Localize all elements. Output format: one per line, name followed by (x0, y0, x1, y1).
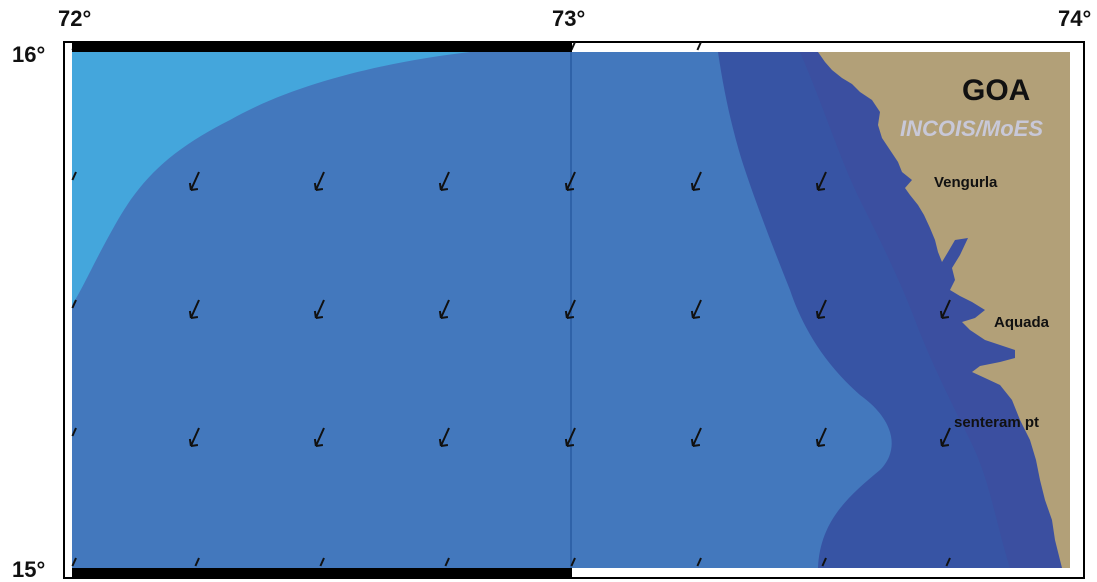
region-label: GOA (962, 74, 1031, 107)
current-arrow (815, 427, 827, 447)
current-arrow (71, 427, 77, 437)
current-arrow (444, 557, 450, 567)
current-arrow (690, 299, 702, 319)
current-arrow (313, 427, 325, 447)
current-arrow (939, 299, 951, 319)
deep-water-zone (72, 52, 470, 305)
current-arrow (690, 427, 702, 447)
border-top-left (72, 42, 572, 52)
current-arrow (564, 171, 576, 191)
current-arrow (188, 171, 200, 191)
current-arrow (71, 171, 77, 181)
place-aquada: Aquada (994, 314, 1050, 331)
current-arrow (313, 299, 325, 319)
current-arrow (71, 299, 77, 309)
current-arrow (438, 427, 450, 447)
current-arrow (438, 299, 450, 319)
current-arrow (696, 557, 702, 567)
current-arrow (564, 427, 576, 447)
current-arrow (313, 171, 325, 191)
current-arrow (815, 171, 827, 191)
x-tick-72: 72° (58, 6, 92, 31)
current-arrow (188, 299, 200, 319)
land (818, 52, 1070, 568)
current-arrow (570, 557, 576, 567)
current-arrow (821, 557, 827, 567)
current-arrow (696, 41, 702, 51)
border-bottom-left (72, 568, 572, 578)
current-arrow (438, 171, 450, 191)
current-arrow (319, 557, 325, 567)
x-tick-74: 74° (1058, 6, 1092, 31)
current-arrow (815, 299, 827, 319)
y-tick-15: 15° (12, 557, 46, 582)
current-arrow (945, 557, 951, 567)
place-senteram-pt: senteram pt (954, 414, 1040, 431)
current-arrow (690, 171, 702, 191)
credit-label: INCOIS/MoES (900, 116, 1044, 141)
current-arrow (71, 557, 77, 567)
current-arrow (194, 557, 200, 567)
x-tick-73: 73° (552, 6, 586, 31)
current-arrow (939, 427, 951, 447)
y-tick-16: 16° (12, 42, 46, 67)
current-arrow (188, 427, 200, 447)
place-vengurla: Vengurla (934, 174, 998, 191)
current-arrow (564, 299, 576, 319)
map-area (71, 41, 1070, 568)
